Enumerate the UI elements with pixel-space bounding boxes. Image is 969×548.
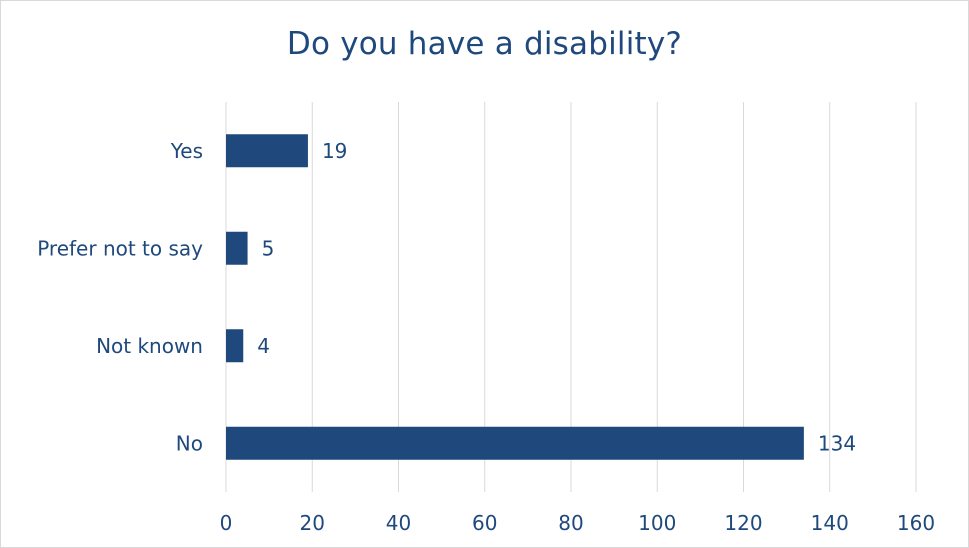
x-tick-label: 140 (811, 511, 849, 535)
category-label: Yes (170, 139, 203, 163)
category-label: Not known (96, 334, 203, 358)
x-tick-label: 120 (724, 511, 762, 535)
bar-value-label: 4 (257, 334, 270, 358)
x-tick-label: 0 (220, 511, 233, 535)
x-tick-label: 40 (386, 511, 411, 535)
category-label: Prefer not to say (37, 236, 203, 260)
x-tick-label: 20 (300, 511, 325, 535)
x-tick-label: 100 (638, 511, 676, 535)
x-tick-label: 160 (897, 511, 935, 535)
bar-value-label: 134 (818, 431, 856, 455)
bar (226, 134, 308, 167)
bar (226, 427, 804, 460)
bar-value-label: 19 (322, 139, 347, 163)
x-tick-label: 60 (472, 511, 497, 535)
category-labels: Yes Prefer not to say Not known No (37, 139, 203, 456)
bar (226, 329, 243, 362)
x-tick-labels: 0 20 40 60 80 100 120 140 160 (220, 511, 935, 535)
x-tick-label: 80 (558, 511, 583, 535)
bar-value-label: 5 (262, 236, 275, 260)
bar (226, 232, 248, 265)
category-label: No (176, 431, 203, 455)
data-labels: 19 5 4 134 (257, 139, 856, 456)
